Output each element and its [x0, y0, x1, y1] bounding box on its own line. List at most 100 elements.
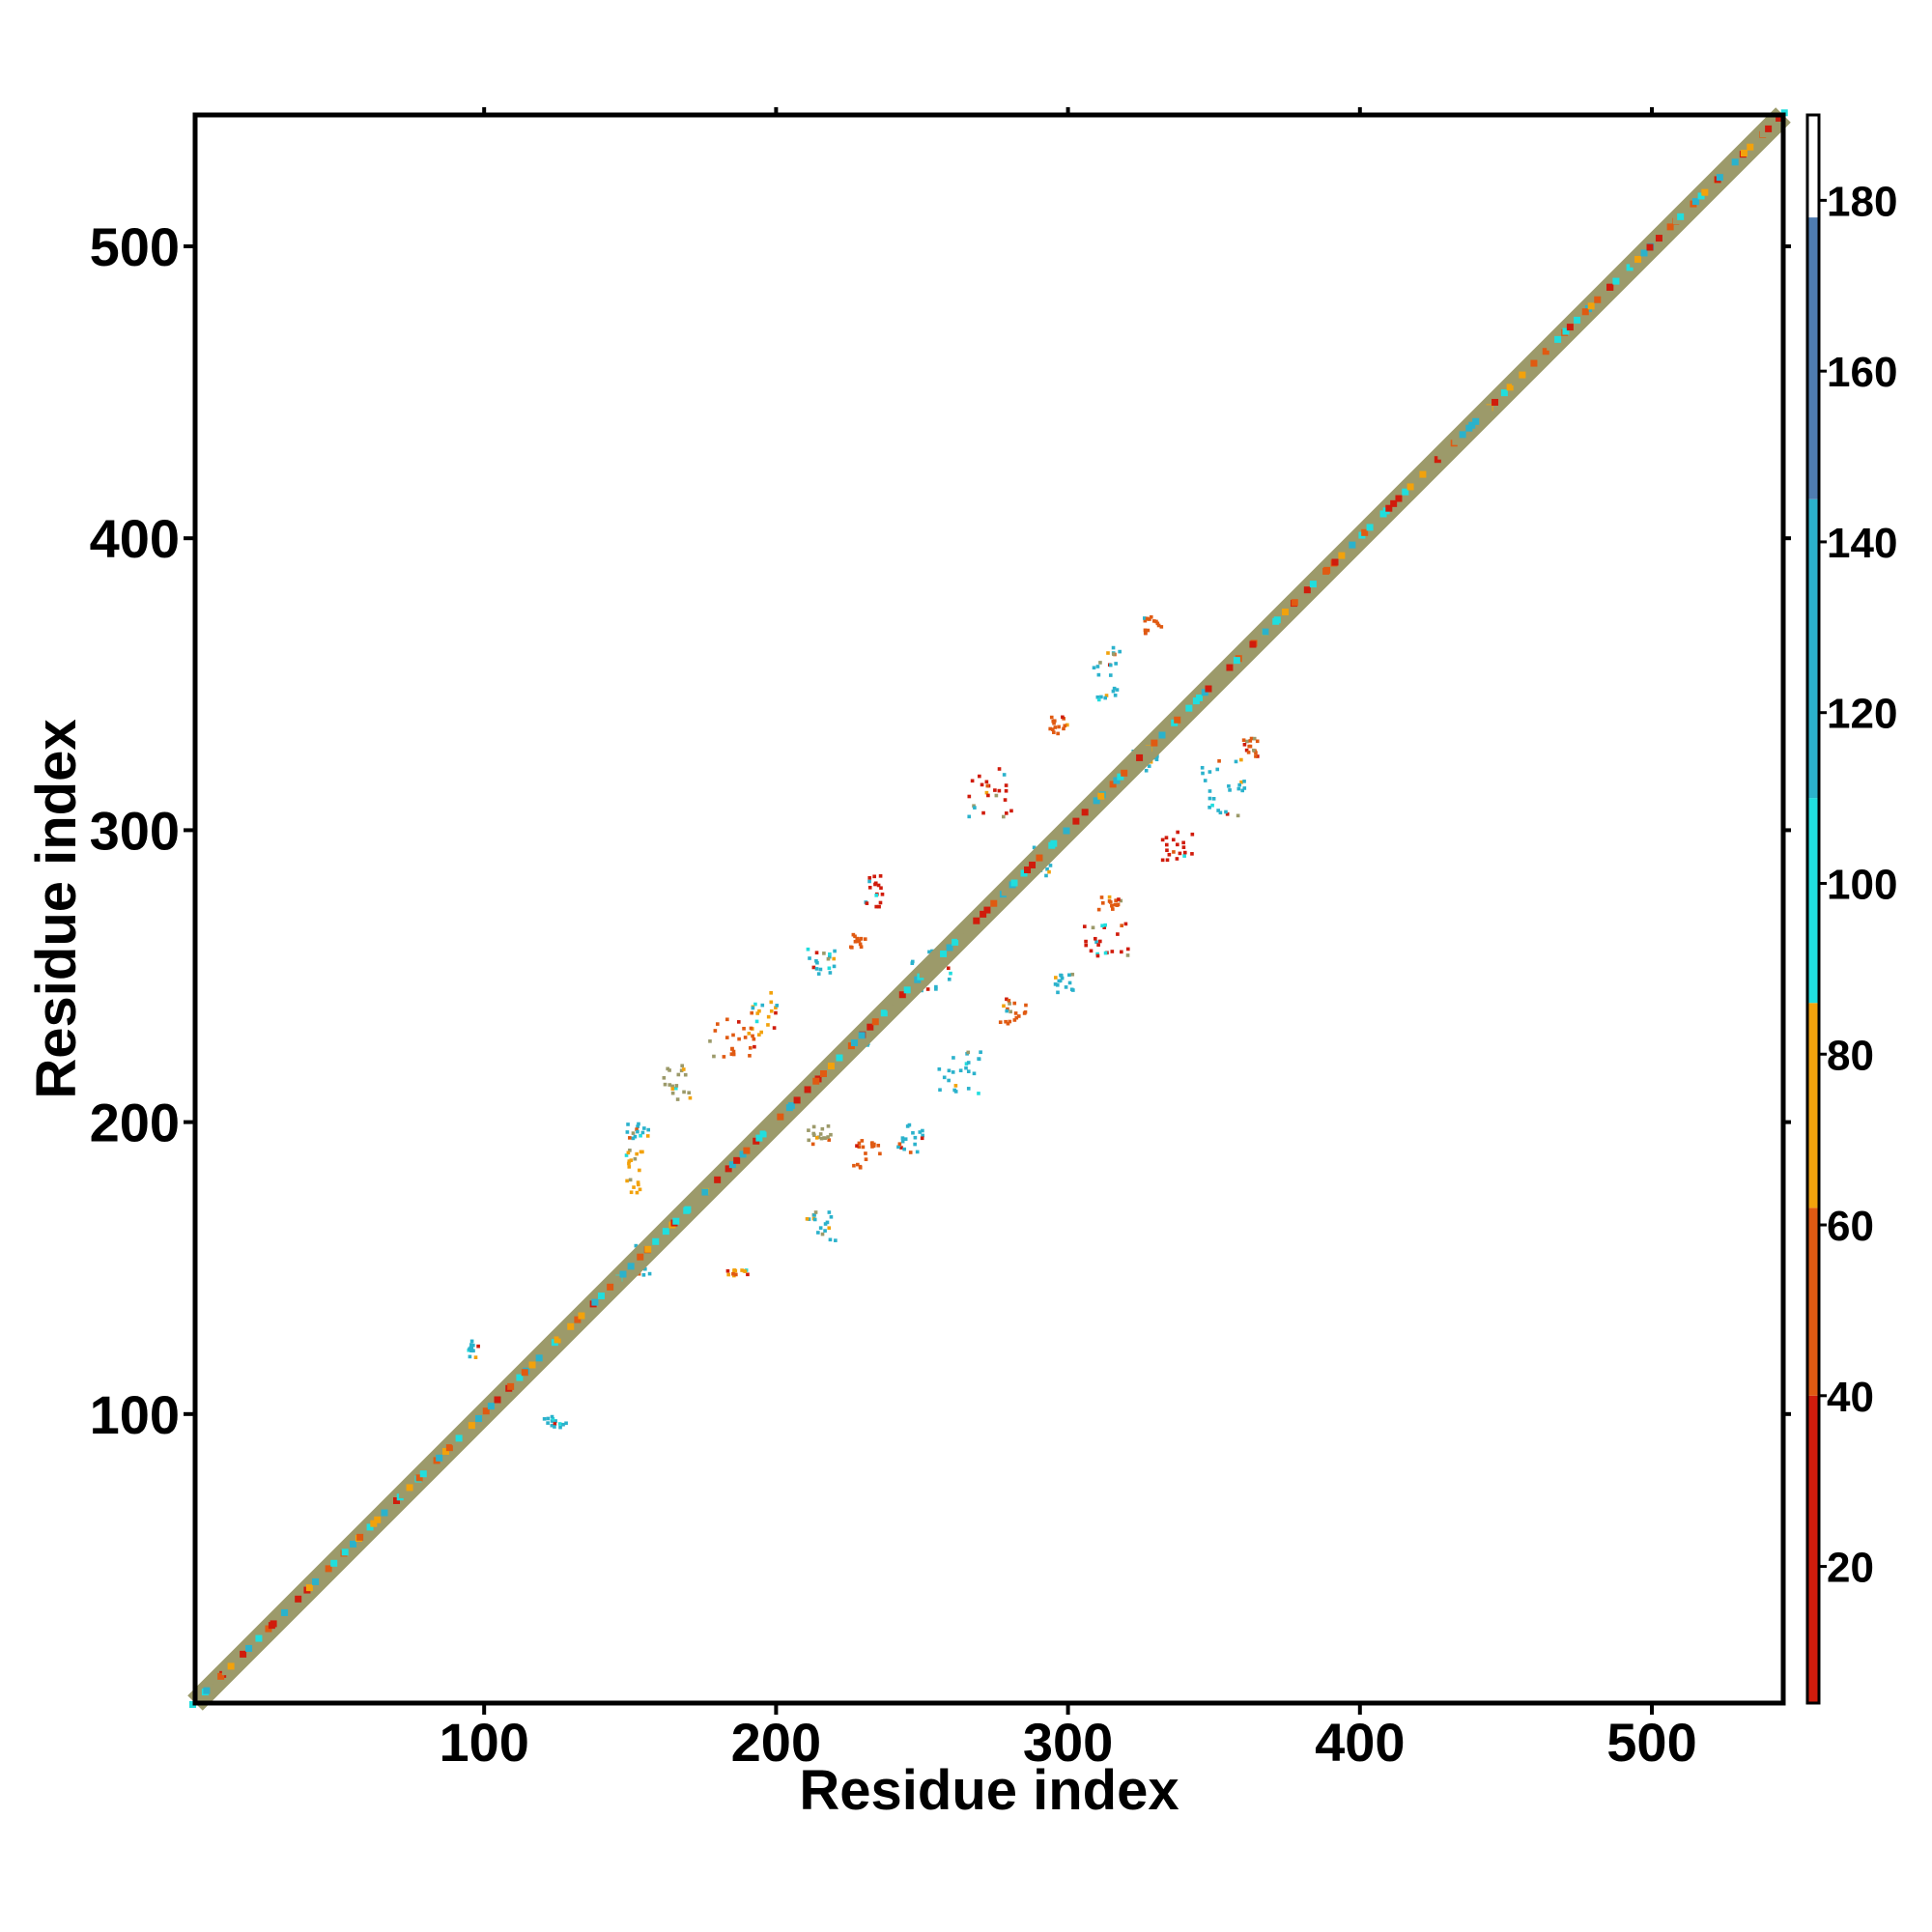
contact-cell [1149, 614, 1153, 619]
contact-cell [811, 1131, 816, 1136]
contact-cell [966, 1087, 971, 1091]
contact-cell [554, 1419, 557, 1423]
contact-cell [1108, 663, 1113, 668]
diagonal-cell [714, 1176, 722, 1183]
contact-cell [1113, 693, 1118, 697]
contact-cell [627, 1161, 631, 1166]
contact-cell [647, 1271, 652, 1276]
diagonal-cell [983, 906, 991, 914]
diagonal-cell [898, 991, 906, 999]
diagonal-cell [366, 1523, 374, 1531]
contact-cell [938, 1088, 942, 1093]
contact-cell [1160, 858, 1165, 863]
contact-cell [1044, 873, 1048, 878]
diagonal-cell [597, 1293, 605, 1300]
contact-cell [872, 874, 877, 879]
diagonal-cell [370, 1520, 378, 1527]
contact-cell [1125, 947, 1130, 952]
diagonal-cell [487, 1403, 495, 1410]
contact-cell [900, 1136, 905, 1140]
contact-cell [1164, 842, 1169, 847]
contact-cell [626, 1122, 630, 1126]
contact-cell [855, 936, 860, 941]
diagonal-cell [393, 1496, 401, 1504]
diagonal-cell [1468, 421, 1476, 429]
contact-cell [1091, 925, 1095, 930]
diagonal-cell [1630, 260, 1637, 268]
diagonal-cell [693, 1197, 700, 1205]
contact-cell [1240, 788, 1245, 793]
contact-cell [729, 1052, 734, 1056]
colorbar-tick-label: 120 [1827, 691, 1897, 738]
contact-cell [674, 1084, 679, 1088]
diagonal-cell [1716, 174, 1723, 182]
contact-cell [814, 1136, 819, 1140]
contact-cell [628, 1136, 632, 1140]
contact-cell [1096, 672, 1101, 677]
contact-cell [1062, 726, 1065, 731]
contact-cell [1084, 943, 1089, 948]
contact-cell [635, 1151, 639, 1156]
contact-cell [826, 956, 831, 961]
diagonal-cell [1029, 861, 1037, 868]
contact-cell [662, 1076, 667, 1080]
diagonal-cell [607, 1283, 614, 1291]
contact-cell [970, 779, 975, 783]
diagonal-cell [1226, 664, 1234, 671]
contact-cell [1252, 736, 1257, 741]
contact-cell [896, 1145, 900, 1150]
y-tick-label: 300 [90, 800, 180, 861]
contact-cell [772, 1026, 777, 1030]
diagonal-cell [1151, 739, 1158, 747]
diagonal-cell [295, 1595, 302, 1603]
contact-cell [1123, 922, 1128, 926]
diagonal-cell [451, 1438, 459, 1446]
contact-cell [769, 990, 773, 995]
contact-cell [1248, 739, 1253, 743]
diagonal-cell [1506, 384, 1514, 391]
contact-cell [542, 1417, 547, 1421]
diagonal-cell [578, 1312, 585, 1320]
diagonal-cell [919, 971, 926, 979]
diagonal-cell [1459, 431, 1466, 439]
contact-cell [1239, 757, 1243, 762]
contact-cell [1112, 686, 1117, 691]
contact-cell [631, 1131, 636, 1135]
y-tick-label: 400 [90, 508, 180, 569]
contact-cell [769, 1009, 774, 1013]
contact-cell [966, 1061, 971, 1065]
diagonal-cell [759, 1130, 767, 1138]
diagonal-cell [1677, 213, 1685, 220]
contact-cell [907, 1122, 912, 1127]
contact-cell [879, 886, 883, 891]
contact-cell [859, 937, 863, 941]
diagonal-cell [1542, 348, 1549, 355]
contact-cell [645, 1134, 650, 1138]
off-diagonal-contacts [467, 614, 1260, 1430]
contact-cell [1032, 845, 1037, 850]
contact-cell [1008, 1019, 1012, 1024]
contact-cell [636, 1129, 639, 1134]
diagonal-cell [940, 950, 948, 957]
contact-cell [682, 1090, 686, 1094]
contact-cell [1143, 628, 1148, 633]
contact-cell [820, 1232, 825, 1236]
contact-cell [1067, 980, 1072, 985]
contact-cell [1254, 751, 1258, 754]
contact-cell [1103, 923, 1107, 927]
contact-cell [818, 1132, 823, 1136]
diagonal-cell [701, 1188, 709, 1196]
contact-cell [766, 1014, 771, 1019]
contact-cell [746, 1272, 750, 1277]
diagonal-cell [724, 1165, 732, 1173]
diagonal-cell [1765, 125, 1773, 132]
contact-cell [1056, 731, 1060, 736]
contact-cell [878, 874, 883, 878]
contact-cell [1211, 797, 1216, 801]
contact-cell [1092, 666, 1096, 670]
contact-cell [1241, 738, 1246, 743]
contact-cell [1182, 854, 1186, 858]
contact-cell [1208, 789, 1212, 793]
contact-cell [775, 1004, 780, 1008]
